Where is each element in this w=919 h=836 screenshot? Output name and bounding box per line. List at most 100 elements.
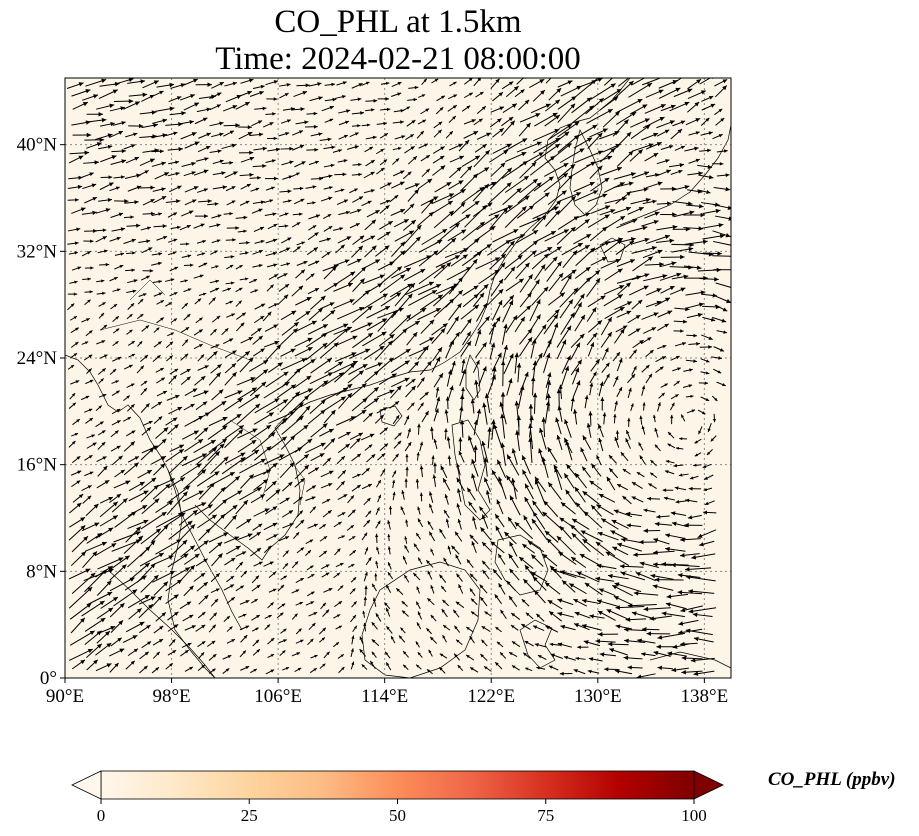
wind-arrow <box>140 387 148 396</box>
wind-arrow <box>379 199 391 205</box>
wind-arrow <box>324 97 337 102</box>
wind-arrow <box>372 597 377 607</box>
wind-arrow <box>495 626 502 633</box>
wind-arrow <box>334 548 341 556</box>
wind-arrow <box>505 278 525 292</box>
wind-arrow <box>615 605 645 610</box>
wind-arrow <box>388 506 393 515</box>
wind-arrow <box>250 327 262 337</box>
wind-arrow <box>405 133 415 141</box>
wind-arrow <box>518 556 534 569</box>
wind-arrow <box>419 336 435 346</box>
wind-arrow <box>319 637 326 643</box>
wind-arrow <box>324 282 339 292</box>
wind-arrow <box>476 302 488 322</box>
wind-arrow <box>254 445 272 461</box>
wind-arrow <box>127 648 139 657</box>
wind-arrow <box>181 161 196 167</box>
wind-arrow <box>458 584 464 594</box>
wind-arrow <box>613 413 617 424</box>
wind-arrow <box>196 239 207 244</box>
wind-arrow <box>308 160 320 166</box>
wind-arrow <box>294 464 310 480</box>
wind-arrow <box>619 564 644 569</box>
wind-arrow <box>472 292 485 307</box>
wind-arrow <box>262 311 272 322</box>
wind-arrow <box>559 671 573 676</box>
wind-arrow <box>522 578 535 592</box>
wind-arrow <box>338 210 351 216</box>
wind-arrow <box>208 532 229 543</box>
wind-arrow <box>292 212 303 216</box>
wind-arrow <box>166 394 180 401</box>
wind-arrow <box>548 87 562 101</box>
wind-arrow <box>501 116 514 127</box>
wind-arrow <box>432 193 455 204</box>
wind-arrow <box>418 250 439 267</box>
wind-arrow <box>279 462 295 479</box>
wind-arrow <box>520 623 531 631</box>
wind-arrow <box>365 556 372 566</box>
wind-arrow <box>167 553 189 568</box>
wind-arrow <box>84 617 106 632</box>
wind-arrow <box>375 245 390 257</box>
wind-arrow <box>240 156 255 163</box>
wind-arrow <box>83 239 94 243</box>
wind-arrow <box>166 485 191 504</box>
wind-arrow <box>224 429 244 449</box>
wind-arrow <box>68 440 76 448</box>
wind-arrow <box>489 118 502 128</box>
wind-arrow <box>404 145 415 154</box>
wind-arrow <box>405 466 409 477</box>
wind-arrow <box>293 90 308 98</box>
wind-arrow <box>486 239 511 256</box>
wind-arrow <box>138 603 154 619</box>
wind-arrow <box>444 409 449 423</box>
wind-arrow <box>239 357 254 373</box>
wind-arrow <box>83 354 93 361</box>
wind-arrow <box>364 444 373 451</box>
wind-arrow <box>196 581 209 592</box>
wind-arrow <box>224 81 238 87</box>
wind-arrow <box>438 666 446 674</box>
wind-arrow <box>183 313 191 321</box>
wind-arrow <box>653 550 675 555</box>
wind-arrow <box>128 562 150 581</box>
wind-arrow <box>445 130 454 139</box>
wind-arrow <box>417 119 427 125</box>
wind-arrow <box>208 653 217 661</box>
wind-arrow <box>68 175 83 180</box>
wind-arrow <box>98 197 113 203</box>
wind-arrow <box>432 165 446 176</box>
wind-arrow <box>443 509 450 519</box>
wind-arrow <box>582 435 592 451</box>
wind-arrow <box>527 540 545 553</box>
wind-arrow <box>544 162 569 177</box>
wind-arrow <box>295 628 302 635</box>
wind-arrow <box>151 161 166 167</box>
wind-arrow <box>97 465 108 477</box>
wind-arrow <box>460 318 472 334</box>
wind-arrow <box>627 373 636 384</box>
wind-arrow <box>139 624 151 634</box>
wind-arrow <box>572 161 596 176</box>
wind-arrow <box>193 329 204 336</box>
wind-arrow <box>390 635 396 644</box>
wind-arrow <box>223 130 235 137</box>
wind-arrow <box>211 389 224 401</box>
wind-arrow <box>347 509 356 518</box>
wind-arrow <box>489 322 497 345</box>
wind-arrow <box>71 455 81 464</box>
wind-arrow <box>197 611 206 619</box>
wind-arrow <box>458 450 465 463</box>
wind-arrow <box>587 193 608 203</box>
wind-arrow <box>280 575 288 581</box>
wind-arrow <box>547 599 563 610</box>
wind-arrow <box>66 82 84 89</box>
wind-arrow <box>492 143 512 154</box>
wind-arrow <box>660 285 675 294</box>
wind-arrow <box>222 475 241 491</box>
wind-arrow <box>590 463 602 477</box>
wind-arrow <box>439 528 446 539</box>
